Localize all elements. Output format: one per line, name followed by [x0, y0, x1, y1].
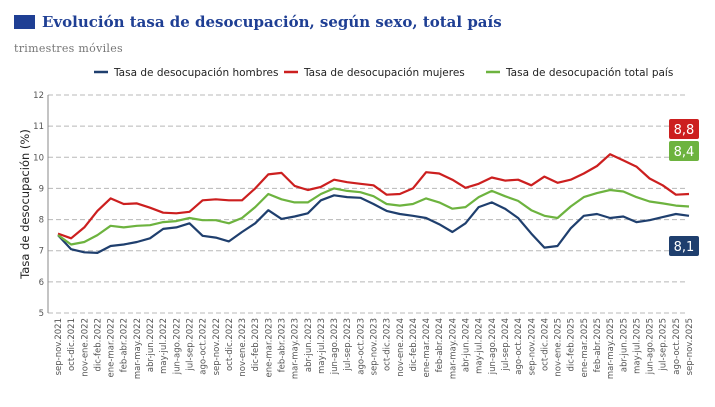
x-tick-label: jun-ago.2023: [330, 318, 340, 375]
x-tick-label: jul-sep.2024: [501, 318, 511, 372]
x-tick-label: jun-ago.2022: [172, 318, 182, 375]
end-label-box-0: [669, 236, 699, 256]
x-tick-label: jun-ago.2024: [488, 318, 498, 375]
y-tick-label-12: 12: [33, 91, 44, 101]
x-tick-label: nov-ene.2022: [80, 318, 90, 377]
x-tick-label: may-jul.2023: [317, 318, 327, 374]
x-tick-label: feb-abr.2023: [277, 318, 287, 372]
y-tick-label-5: 5: [39, 309, 44, 319]
y-tick-label-11: 11: [33, 122, 44, 132]
x-tick-label: dic-feb.2025: [567, 318, 577, 371]
x-tick-label: jul-sep.2023: [343, 318, 353, 372]
chart-header: Evolución tasa de desocupación, según se…: [14, 11, 502, 33]
x-tick-label: jul-sep.2022: [185, 318, 195, 372]
x-tick-label: ago-oct.2024: [514, 318, 524, 375]
x-tick-label: may-jul.2025: [632, 318, 642, 374]
series-line-1: [57, 153, 690, 240]
y-axis-title: Tasa de desocupación (%): [18, 129, 32, 280]
x-tick-label: sep-nov.2025: [685, 318, 695, 375]
x-tick-label: oct-dic.2022: [225, 318, 235, 371]
x-tick-label: ene-mar.2022: [107, 318, 117, 377]
end-label-0: 8,1: [674, 240, 695, 255]
x-tick-label: abr-jun.2024: [462, 318, 472, 372]
end-label-box-2: [669, 141, 699, 161]
x-tick-label: abr-jun.2022: [146, 318, 156, 372]
x-tick-label: may-jul.2024: [475, 318, 485, 374]
series-line-2: [57, 187, 690, 246]
y-tick-label-8: 8: [39, 216, 44, 226]
x-tick-label: feb-abr.2025: [593, 318, 603, 372]
x-tick-label: sep-nov.2021: [54, 318, 64, 375]
y-tick-label-6: 6: [39, 278, 44, 288]
x-tick-label: jul-sep.2025: [659, 318, 669, 372]
y-tick-label-9: 9: [39, 184, 44, 194]
x-tick-label: mar-may.2022: [133, 318, 143, 379]
x-tick-label: nov-ene.2024: [396, 318, 406, 377]
x-tick-label: nov-ene.2025: [554, 318, 564, 377]
x-tick-label: jun-ago.2025: [646, 318, 656, 375]
legend-label-1: Tasa de desocupación mujeres: [303, 67, 465, 79]
legend-label-2: Tasa de desocupación total país: [505, 67, 673, 79]
legend-label-0: Tasa de desocupación hombres: [113, 67, 278, 79]
x-tick-label: mar-may.2024: [448, 318, 458, 379]
x-tick-label: sep-nov.2023: [370, 318, 380, 375]
x-tick-label: may-jul.2022: [159, 318, 169, 374]
x-tick-label: feb-abr.2024: [435, 318, 445, 372]
x-tick-label: ene-mar.2024: [422, 318, 432, 377]
x-tick-label: dic-feb.2024: [409, 318, 419, 371]
x-tick-label: ago-oct.2025: [672, 318, 682, 375]
x-tick-label: mar-may.2025: [606, 318, 616, 379]
x-tick-label: ago-oct.2023: [356, 318, 366, 375]
x-tick-label: oct-dic.2023: [383, 318, 393, 371]
series-line-0: [57, 194, 690, 254]
x-tick-label: abr-jun.2025: [619, 318, 629, 372]
x-tick-label: sep-nov.2022: [212, 318, 222, 375]
x-tick-label: dic-feb.2023: [251, 318, 261, 371]
x-tick-label: oct-dic.2021: [67, 318, 77, 371]
x-tick-label: feb-abr.2022: [120, 318, 130, 372]
title-marker: [14, 15, 35, 29]
end-label-box-1: [669, 119, 699, 139]
y-tick-label-7: 7: [39, 247, 44, 257]
y-tick-label-10: 10: [33, 153, 44, 163]
x-tick-label: abr-jun.2023: [304, 318, 314, 372]
x-tick-label: sep-nov.2024: [527, 318, 537, 375]
x-tick-label: ago-oct.2022: [199, 318, 209, 375]
x-tick-label: oct-dic.2024: [540, 318, 550, 371]
end-label-2: 8,4: [674, 145, 695, 160]
chart-title: Evolución tasa de desocupación, según se…: [42, 13, 502, 31]
x-tick-label: dic-feb.2022: [93, 318, 103, 371]
x-tick-label: ene-mar.2023: [264, 318, 274, 377]
end-label-1: 8,8: [674, 123, 695, 138]
x-tick-label: ene-mar.2025: [580, 318, 590, 377]
x-tick-label: nov-ene.2023: [238, 318, 248, 377]
chart-subtitle: trimestres móviles: [14, 42, 123, 55]
x-tick-label: mar-may.2023: [291, 318, 301, 379]
